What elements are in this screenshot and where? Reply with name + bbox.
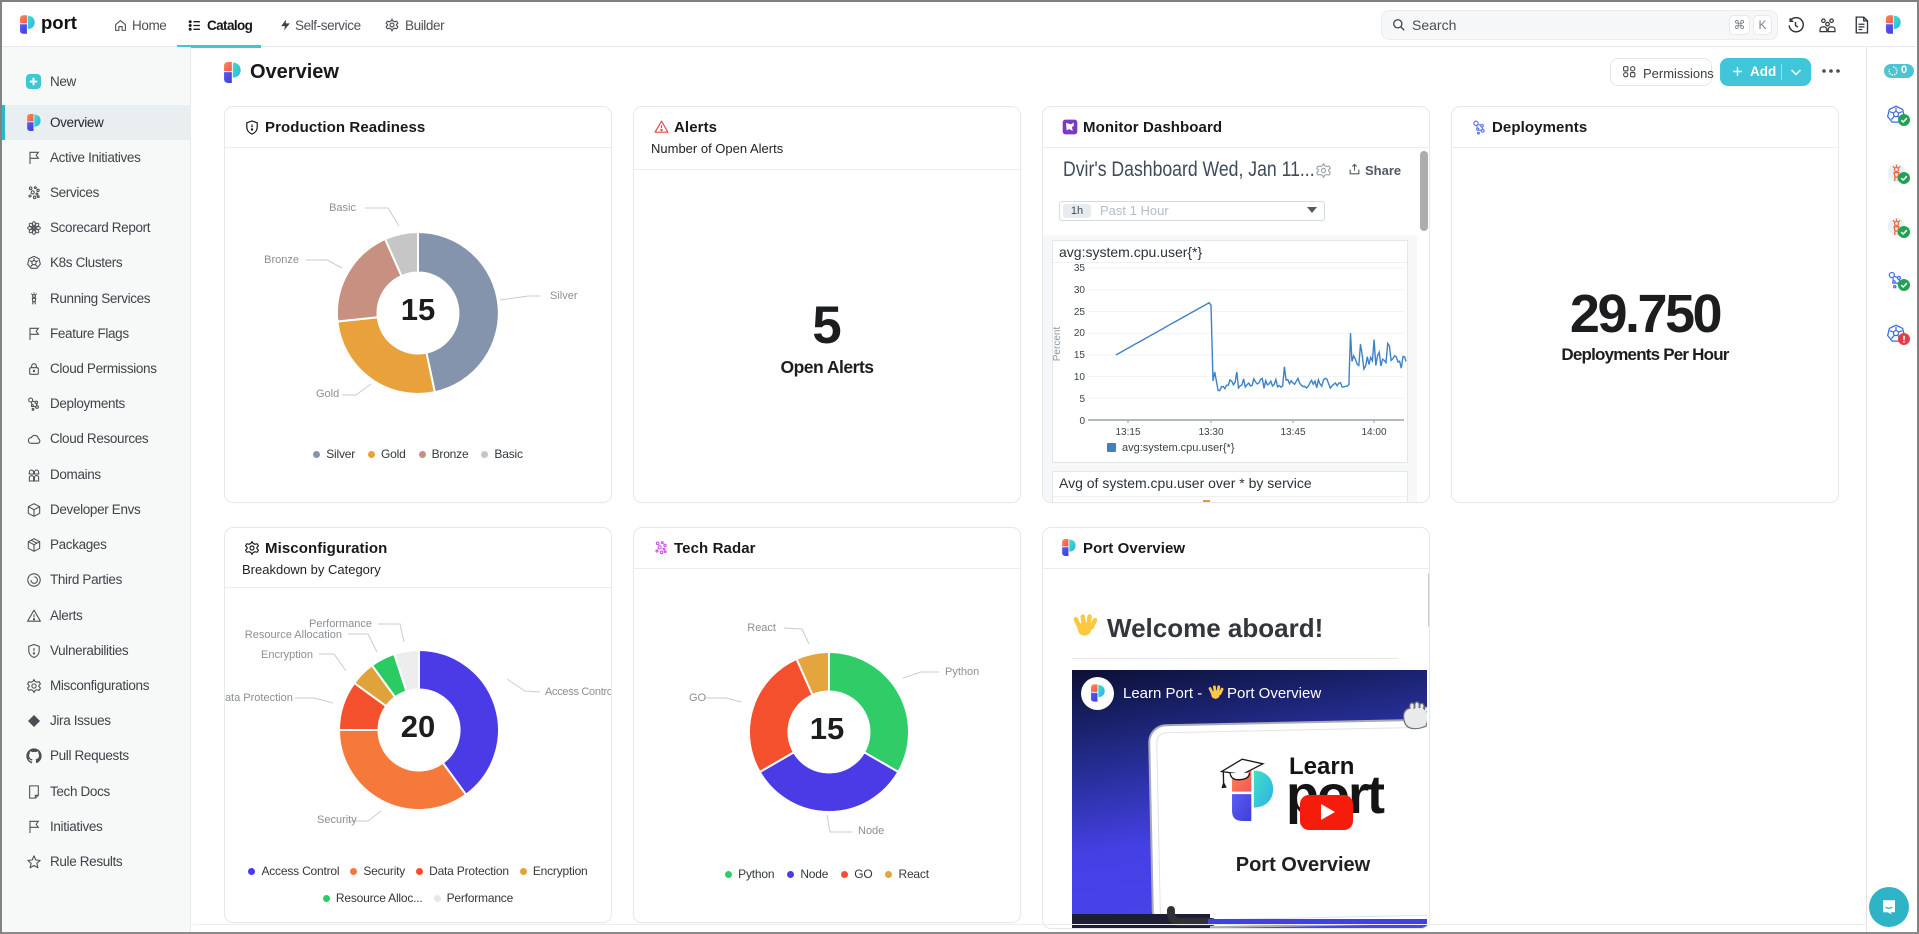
svg-text:5: 5 [1079, 394, 1085, 405]
svg-text:10: 10 [1074, 372, 1086, 383]
svg-text:15: 15 [1074, 350, 1086, 361]
svg-text:0: 0 [1079, 416, 1085, 427]
svg-text:13:15: 13:15 [1115, 427, 1140, 438]
svg-text:35: 35 [1074, 263, 1086, 274]
svg-text:14:00: 14:00 [1361, 427, 1386, 438]
svg-text:Percent: Percent [1052, 327, 1063, 362]
svg-text:13:30: 13:30 [1198, 427, 1223, 438]
svg-text:13:45: 13:45 [1280, 427, 1305, 438]
svg-text:avg:system.cpu.user{*}: avg:system.cpu.user{*} [1122, 442, 1235, 454]
svg-text:25: 25 [1074, 307, 1086, 318]
svg-text:30: 30 [1074, 285, 1086, 296]
svg-text:20: 20 [1074, 328, 1086, 339]
